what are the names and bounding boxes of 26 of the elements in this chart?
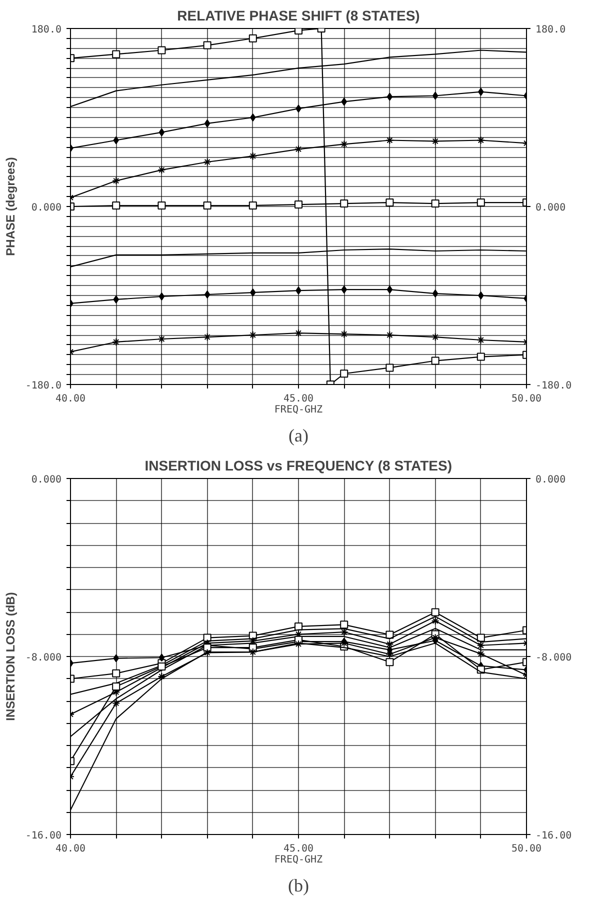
y-tick-label: -16.00 xyxy=(25,830,62,842)
y-tick-label: 0.000 xyxy=(31,474,62,486)
y2-tick-label: 0.000 xyxy=(536,202,566,214)
text: (a) xyxy=(288,426,308,446)
x-tick-label: 45.00 xyxy=(283,844,314,854)
y2-tick-label: 180.0 xyxy=(536,24,566,36)
x-tick-label: 40.00 xyxy=(55,394,86,404)
y-axis-title: INSERTION LOSS (dB) xyxy=(3,592,18,721)
x-axis-title: FREQ-GHZ xyxy=(274,854,323,866)
chart-title: RELATIVE PHASE SHIFT (8 STATES) xyxy=(177,8,420,24)
y2-tick-label: -8.000 xyxy=(536,652,572,664)
x-tick-label: 45.00 xyxy=(283,394,314,404)
y2-tick-label: 0.000 xyxy=(536,474,566,486)
y2-tick-label: -180.0 xyxy=(536,380,572,392)
y-axis-title: PHASE (degrees) xyxy=(3,157,18,256)
x-axis-title: FREQ-GHZ xyxy=(274,404,323,416)
y2-tick-label: -16.00 xyxy=(536,830,572,842)
y-tick-label: 0.000 xyxy=(31,202,62,214)
x-tick-label: 40.00 xyxy=(55,844,86,854)
text: (b) xyxy=(288,876,310,896)
y-tick-label: 180.0 xyxy=(31,24,62,36)
x-tick-label: 50.00 xyxy=(511,844,542,854)
y-tick-label: -180.0 xyxy=(25,380,62,392)
y-tick-label: -8.000 xyxy=(25,652,62,664)
chart-title: INSERTION LOSS vs FREQUENCY (8 STATES) xyxy=(144,458,452,474)
x-tick-label: 50.00 xyxy=(511,394,542,404)
